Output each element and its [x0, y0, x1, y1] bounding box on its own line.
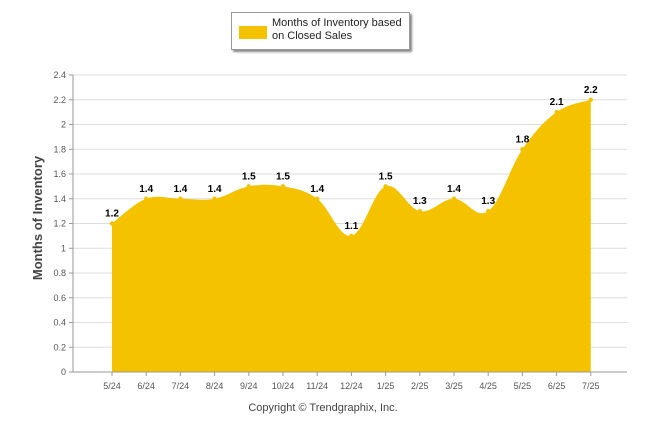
- data-point: [417, 208, 422, 214]
- data-label: 1.5: [379, 171, 393, 182]
- data-label: 1.2: [105, 209, 119, 220]
- data-point: [520, 147, 525, 152]
- data-label: 1.5: [276, 171, 290, 182]
- x-tick-label: 3/25: [445, 381, 463, 391]
- data-label: 1.3: [413, 196, 427, 207]
- x-tick-label: 7/24: [172, 381, 190, 391]
- data-point: [178, 196, 183, 201]
- x-tick-label: 11/24: [306, 381, 328, 391]
- y-tick-label: 0.6: [53, 293, 66, 303]
- data-point: [280, 184, 286, 189]
- data-point: [554, 109, 559, 115]
- y-tick-label: 2.4: [53, 70, 66, 80]
- x-tick-label: 10/24: [272, 381, 295, 391]
- data-labels: 1.2 1.4 1.4 1.4 1.5 1.5 1.4 1.1 1.5 1.3 1.4 1.3 1.8 2…: [105, 85, 598, 239]
- x-tick-label: 6/24: [137, 381, 155, 391]
- data-label: 1.4: [447, 184, 461, 195]
- y-tick-label: 2.2: [53, 95, 66, 105]
- legend: Months of Inventory based on Closed Sale…: [231, 12, 410, 50]
- data-label: 1.4: [139, 184, 153, 195]
- data-point: [349, 233, 354, 239]
- data-point: [451, 196, 457, 201]
- y-tick-label: 1: [61, 243, 66, 253]
- data-label: 1.3: [481, 196, 495, 207]
- data-label: 1.4: [173, 184, 187, 195]
- x-tick-label: 5/25: [514, 381, 532, 391]
- x-axis: 5/24 6/24 7/24 8/24 9/24 10/24 11/24 12/24 1/25 2…: [73, 371, 627, 391]
- x-tick-label: 12/24: [340, 381, 363, 391]
- data-point: [212, 196, 217, 201]
- data-label: 2.1: [550, 97, 564, 108]
- data-point: [246, 184, 251, 189]
- y-axis: 0 0.2 0.4 0.6 0.8 1 1.2 1.4 1.6 1.8 2 2.2 2.4: [53, 70, 74, 377]
- data-label: 1.8: [515, 134, 529, 145]
- y-tick-label: 1.4: [53, 194, 66, 204]
- x-tick-label: 2/25: [411, 381, 429, 391]
- data-label: 1.1: [344, 221, 358, 232]
- y-tick-label: 0.2: [53, 342, 66, 352]
- data-label: 1.5: [242, 171, 256, 182]
- y-tick-label: 1.2: [53, 219, 66, 229]
- x-tick-label: 4/25: [479, 381, 497, 391]
- data-point: [315, 196, 320, 201]
- y-tick-label: 0.4: [53, 318, 66, 328]
- y-tick-label: 2: [61, 120, 66, 130]
- data-point: [588, 97, 593, 102]
- y-axis-title: Months of Inventory: [30, 155, 45, 280]
- x-tick-label: 6/25: [548, 381, 566, 391]
- x-tick-label: 1/25: [377, 381, 395, 391]
- x-tick-label: 9/24: [240, 381, 258, 391]
- data-label: 1.4: [310, 184, 324, 195]
- data-point: [144, 196, 149, 201]
- copyright-footer: Copyright © Trendgraphix, Inc.: [248, 402, 398, 414]
- x-tick-label: 5/24: [103, 381, 121, 391]
- data-point: [109, 221, 115, 226]
- x-tick-label: 7/25: [582, 381, 600, 391]
- y-tick-label: 0: [61, 367, 66, 377]
- data-label: 1.4: [208, 184, 222, 195]
- legend-swatch: [239, 26, 267, 39]
- data-label: 2.2: [584, 85, 598, 96]
- y-tick-label: 1.8: [53, 144, 66, 154]
- y-tick-label: 0.8: [53, 268, 66, 278]
- data-point: [486, 208, 491, 214]
- legend-label: Months of Inventory based on Closed Sale…: [272, 17, 402, 42]
- data-point: [383, 184, 388, 189]
- x-tick-label: 8/24: [206, 381, 224, 391]
- y-tick-label: 1.6: [53, 169, 66, 179]
